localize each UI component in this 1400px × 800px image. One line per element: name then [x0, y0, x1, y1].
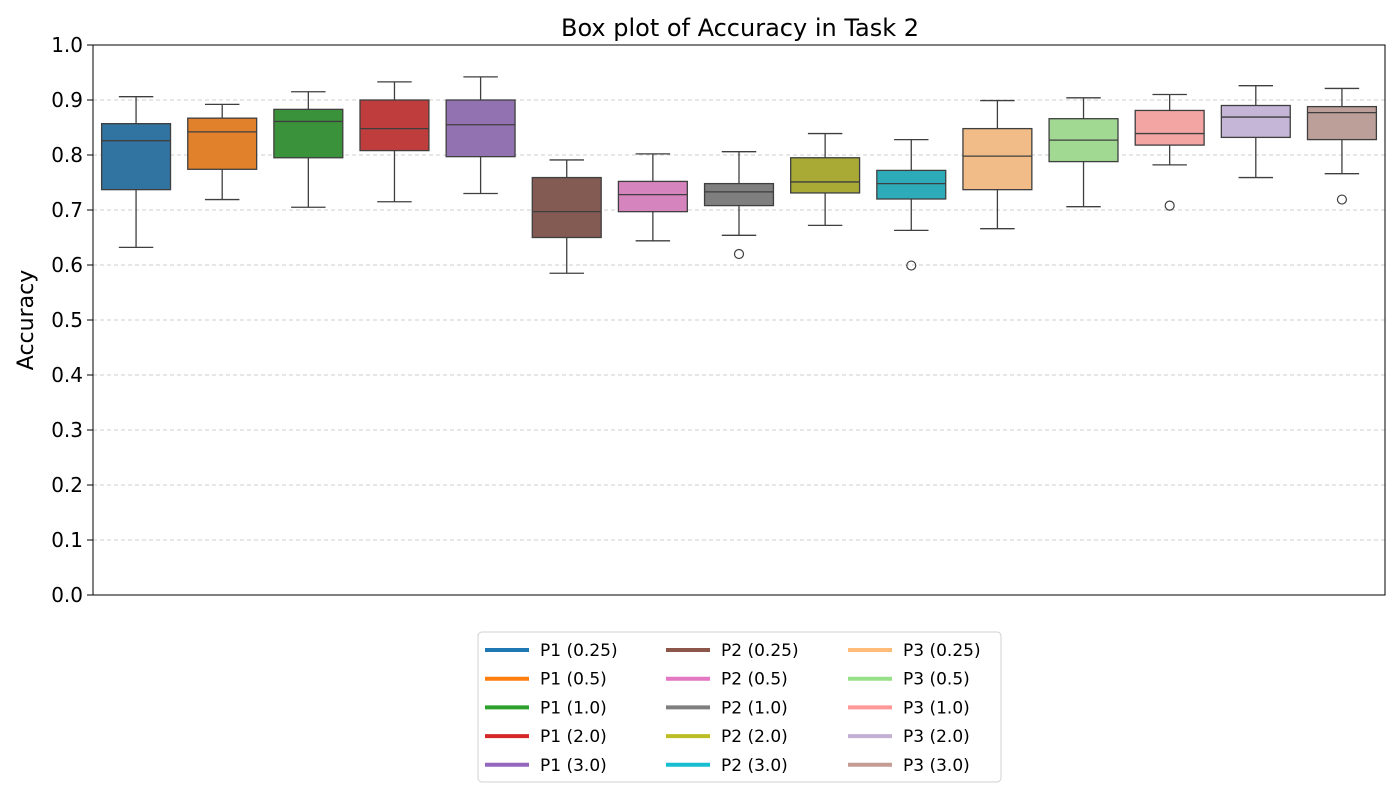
box-4	[359, 81, 430, 203]
y-tick-label: 0.9	[51, 88, 83, 112]
legend-item: P2 (0.25)	[666, 641, 799, 661]
legend-label: P3 (0.25)	[903, 641, 981, 661]
legend-frame	[477, 631, 1002, 783]
legend-label: P2 (0.5)	[721, 670, 788, 690]
legend-item: P3 (2.0)	[848, 727, 970, 747]
legend-label: P1 (0.5)	[540, 670, 607, 690]
legend-item: P3 (0.25)	[848, 641, 981, 661]
y-axis-label: Accuracy	[14, 270, 39, 370]
box-series	[100, 76, 1378, 274]
box-14	[1220, 85, 1291, 179]
axes: 0.0 0.1 0.2 0.3 0.4 0.5 0.6 0.7 0.8 0.9 1.0	[51, 33, 1386, 607]
legend-label: P3 (3.0)	[903, 756, 970, 776]
legend-item: P1 (3.0)	[485, 756, 607, 776]
box-iqr	[1306, 105, 1378, 141]
box-iqr	[617, 180, 688, 213]
legend-label: P1 (0.25)	[540, 641, 618, 661]
y-tick-label: 0.3	[51, 418, 83, 442]
legend-label: P2 (2.0)	[721, 727, 788, 747]
outlier-point	[733, 248, 745, 260]
box-iqr	[187, 117, 258, 170]
box-iqr	[790, 157, 861, 194]
box-iqr	[359, 99, 430, 152]
legend-item: P1 (1.0)	[485, 698, 607, 718]
box-iqr	[703, 182, 775, 207]
y-tick-label: 0.0	[51, 583, 83, 607]
box-iqr	[273, 108, 344, 159]
legend-label: P2 (0.25)	[721, 641, 799, 661]
box-iqr	[1134, 109, 1205, 146]
legend-item: P2 (0.5)	[666, 670, 788, 690]
y-tick-label: 0.6	[51, 253, 83, 277]
legend-item: P2 (1.0)	[666, 698, 788, 718]
box-iqr	[100, 123, 172, 191]
box-13	[1134, 93, 1205, 211]
box-9	[790, 132, 861, 227]
box-12	[1048, 97, 1119, 208]
legend-item: P2 (2.0)	[666, 727, 788, 747]
legend-item: P3 (0.5)	[848, 670, 970, 690]
box-6	[531, 159, 602, 274]
box-1	[100, 96, 172, 249]
legend-item: P2 (3.0)	[666, 756, 788, 776]
box-3	[273, 91, 344, 208]
chart-title: Box plot of Accuracy in Task 2	[561, 14, 919, 42]
outlier-point	[1164, 200, 1175, 211]
y-tick-label: 0.1	[51, 528, 83, 552]
box-11	[962, 99, 1033, 230]
box-10	[876, 138, 947, 271]
box-5	[445, 76, 516, 195]
legend-label: P2 (1.0)	[721, 698, 788, 718]
box-iqr	[876, 169, 947, 200]
box-iqr	[962, 127, 1033, 191]
legend-item: P3 (1.0)	[848, 698, 970, 718]
legend-item: P1 (0.5)	[485, 670, 607, 690]
legend-label: P1 (2.0)	[540, 727, 607, 747]
legend-label: P3 (2.0)	[903, 727, 970, 747]
y-tick-label: 1.0	[51, 33, 83, 57]
outlier-point	[906, 260, 917, 271]
legend-label: P2 (3.0)	[721, 756, 788, 776]
y-tick-label: 0.7	[51, 198, 83, 222]
box-iqr	[1220, 104, 1291, 139]
box-8	[703, 151, 775, 260]
y-tick-label: 0.5	[51, 308, 83, 332]
box-15	[1306, 87, 1378, 205]
y-tick-label: 0.8	[51, 143, 83, 167]
box-iqr	[445, 99, 516, 158]
plot-frame	[92, 44, 1386, 596]
legend-item: P1 (2.0)	[485, 727, 607, 747]
y-tick-label: 0.2	[51, 473, 83, 497]
box-7	[617, 153, 688, 242]
box-iqr	[531, 176, 602, 239]
outlier-point	[1336, 194, 1348, 205]
legend-label: P1 (3.0)	[540, 756, 607, 776]
y-tick-label: 0.4	[51, 363, 83, 387]
legend: P1 (0.25) P1 (0.5) P1 (1.0) P1 (2.0) P1 (3.0…	[477, 631, 1002, 783]
legend-item: P3 (3.0)	[848, 756, 970, 776]
legend-label: P3 (0.5)	[903, 670, 970, 690]
legend-item: P1 (0.25)	[485, 641, 618, 661]
legend-label: P1 (1.0)	[540, 698, 607, 718]
box-2	[187, 103, 258, 201]
legend-label: P3 (1.0)	[903, 698, 970, 718]
